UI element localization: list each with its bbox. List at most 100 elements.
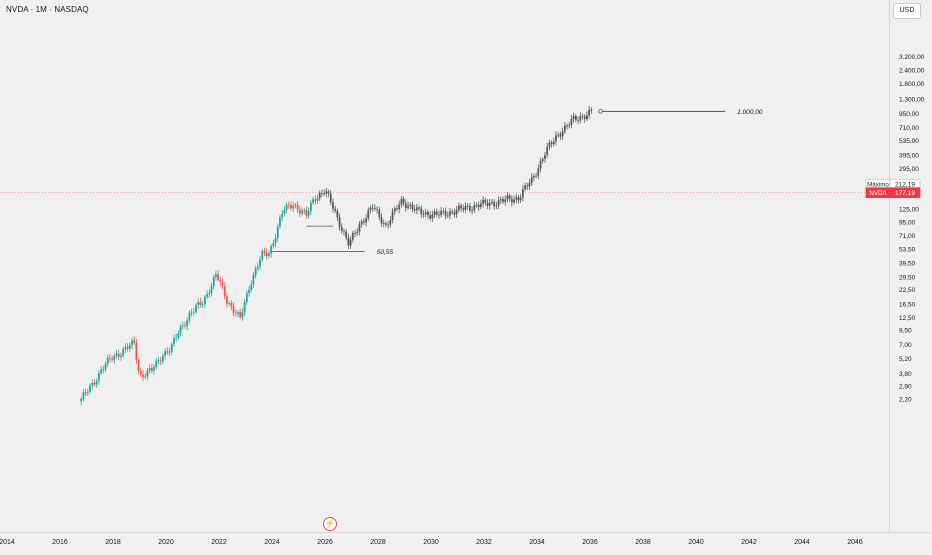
candle bbox=[131, 337, 133, 350]
projection-candle bbox=[385, 221, 387, 227]
projection-candle bbox=[378, 206, 381, 221]
projection-candle bbox=[482, 196, 485, 208]
candle bbox=[192, 307, 195, 317]
candle bbox=[248, 285, 250, 297]
candle bbox=[265, 248, 268, 260]
candle bbox=[159, 356, 162, 365]
projection-candle bbox=[345, 228, 348, 241]
projection-candle bbox=[435, 208, 438, 218]
candle bbox=[122, 346, 125, 358]
candle bbox=[188, 310, 191, 323]
candle bbox=[86, 388, 89, 397]
projection-candle bbox=[321, 189, 323, 198]
candle bbox=[219, 277, 222, 286]
projection-candle bbox=[389, 216, 392, 228]
projection-candle bbox=[376, 206, 379, 214]
candle bbox=[89, 383, 91, 395]
projection-candle bbox=[460, 203, 462, 213]
candle bbox=[201, 300, 204, 309]
time-axis[interactable] bbox=[0, 532, 932, 551]
candle bbox=[226, 292, 228, 308]
candle bbox=[281, 209, 284, 222]
candle bbox=[307, 207, 310, 219]
candle bbox=[274, 234, 277, 247]
projection-candle bbox=[561, 127, 564, 141]
projection-candle bbox=[515, 193, 518, 204]
projection-candle bbox=[548, 139, 551, 151]
candle bbox=[301, 207, 303, 216]
projection-candle bbox=[541, 157, 544, 164]
candle bbox=[109, 353, 111, 363]
candle bbox=[252, 272, 255, 288]
projection-candle bbox=[407, 201, 409, 210]
candle bbox=[115, 350, 118, 359]
projection-candle bbox=[477, 201, 480, 211]
projection-candle bbox=[449, 207, 451, 220]
projection-candle bbox=[424, 208, 427, 218]
candle bbox=[239, 308, 242, 320]
candle bbox=[270, 243, 273, 258]
target-anchor-point[interactable] bbox=[598, 109, 603, 114]
projection-candle bbox=[440, 206, 443, 218]
projection-candle bbox=[415, 203, 418, 215]
candle bbox=[241, 308, 244, 321]
candle bbox=[80, 397, 83, 406]
candle bbox=[135, 339, 138, 364]
projection-candle bbox=[468, 203, 471, 213]
candle bbox=[256, 262, 259, 272]
candle bbox=[272, 239, 275, 249]
projection-candle bbox=[444, 207, 447, 220]
projection-candle bbox=[451, 209, 454, 215]
projection-candle bbox=[438, 210, 440, 219]
projection-candle bbox=[566, 123, 568, 130]
projection-candle bbox=[588, 105, 591, 120]
projection-candle bbox=[484, 197, 487, 206]
candle bbox=[296, 201, 299, 213]
projection-candle bbox=[374, 204, 376, 212]
price-axis[interactable] bbox=[889, 0, 932, 532]
candle bbox=[268, 250, 270, 259]
lightning-icon[interactable]: ⚡ bbox=[323, 517, 337, 531]
candle bbox=[197, 298, 200, 310]
projection-candle bbox=[517, 195, 520, 204]
projection-candle bbox=[574, 114, 577, 123]
projection-candle bbox=[457, 202, 460, 213]
candle bbox=[287, 201, 290, 209]
projection-candle bbox=[464, 202, 467, 214]
candle bbox=[314, 195, 317, 205]
projection-candle bbox=[533, 173, 535, 182]
projection-candle bbox=[356, 227, 359, 236]
projection-candle bbox=[537, 164, 540, 180]
candle bbox=[290, 201, 292, 211]
projection-candle bbox=[387, 221, 390, 229]
candle bbox=[179, 323, 182, 337]
candle bbox=[298, 205, 301, 218]
candle bbox=[195, 302, 197, 314]
candle bbox=[221, 278, 224, 290]
candle bbox=[276, 223, 279, 242]
candle bbox=[259, 255, 261, 271]
projection-candle bbox=[559, 131, 562, 140]
projection-candle bbox=[510, 195, 513, 207]
candle bbox=[316, 194, 319, 204]
candle bbox=[104, 361, 107, 373]
projection-candle bbox=[491, 198, 493, 205]
projection-candle bbox=[521, 185, 524, 202]
currency-button[interactable]: USD bbox=[893, 3, 921, 19]
projection-candle bbox=[577, 116, 579, 125]
candle bbox=[164, 348, 167, 360]
candle bbox=[279, 214, 281, 229]
projection-candle bbox=[338, 213, 341, 231]
candle bbox=[111, 355, 114, 363]
projection-candle bbox=[570, 114, 573, 129]
projection-candle bbox=[323, 189, 326, 196]
candle bbox=[100, 365, 102, 376]
candle bbox=[230, 299, 233, 311]
candle bbox=[186, 317, 189, 331]
candle bbox=[84, 388, 87, 396]
candle bbox=[139, 367, 142, 378]
projection-candle bbox=[530, 173, 533, 186]
projection-candle bbox=[431, 210, 434, 223]
